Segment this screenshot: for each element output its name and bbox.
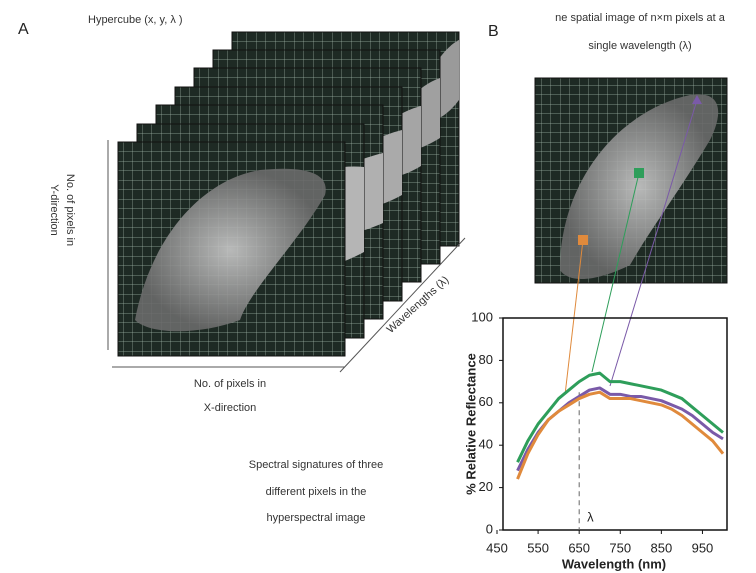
x-tick-label: 850 [651,540,673,555]
plot: 0 20 40 60 80 100 450 550 650 750 850 950 λ [471,309,727,555]
signature-caption: different pixels in the [266,486,367,498]
y-axis-title: % Relative Reflectance [463,353,478,495]
y-direction-label: Y-direction [48,184,60,236]
x-axis-title: Wavelength (nm) [562,556,666,571]
x-tick-label: 650 [568,540,590,555]
spatial-image [535,78,727,283]
y-direction-label: No. of pixels in [64,174,76,246]
figure: A Hypercube (x, y, λ ) No. of pixels in … [0,0,756,573]
x-direction-label: X-direction [204,402,257,414]
hypercube [108,32,465,372]
x-direction-label: No. of pixels in [194,378,266,390]
x-tick-label: 550 [527,540,549,555]
y-tick-label: 60 [479,394,493,409]
signature-caption: Spectral signatures of three [249,459,384,471]
y-tick-label: 40 [479,437,493,452]
x-tick-label: 950 [692,540,714,555]
image-caption: ne spatial image of n×m pixels at a [555,12,726,24]
x-tick-label: 450 [486,540,508,555]
hypercube-title: Hypercube (x, y, λ ) [88,14,183,26]
panel-letter: A [18,21,29,38]
y-tick-label: 0 [486,521,493,536]
signature-caption: hyperspectral image [266,512,365,524]
spectrum-line [518,388,723,471]
y-tick-label: 20 [479,479,493,494]
y-tick-label: 100 [471,309,493,324]
image-caption: single wavelength (λ) [588,40,691,52]
x-tick-label: 750 [609,540,631,555]
panel-letter: B [488,23,499,40]
annotation-label: λ [587,509,594,524]
y-tick-label: 80 [479,352,493,367]
spectrum-line [518,373,723,462]
